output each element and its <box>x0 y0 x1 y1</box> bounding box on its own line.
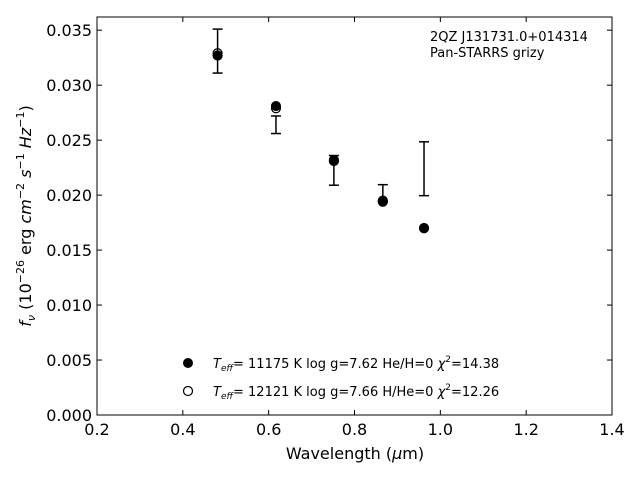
x-tick-label: 0.4 <box>170 420 195 439</box>
x-tick-label: 0.2 <box>84 420 109 439</box>
object-name-annotation: 2QZ J131731.0+014314 <box>430 30 588 45</box>
y-tick-label: 0.005 <box>46 351 92 370</box>
x-tick-label: 0.6 <box>256 420 281 439</box>
data-point-filled <box>212 50 223 61</box>
y-tick-label: 0.020 <box>46 186 92 205</box>
x-tick-label: 0.8 <box>342 420 367 439</box>
survey-annotation: Pan-STARRS grizy <box>430 46 545 61</box>
data-point-filled <box>418 222 430 234</box>
y-tick-label: 0.000 <box>46 406 92 425</box>
legend-marker-filled <box>183 358 193 368</box>
plot-frame <box>96 16 613 416</box>
x-tick-label: 1.4 <box>599 420 624 439</box>
legend-entry-2: Teff= 12121 K log g=7.66 H/He=0 χ2=12.26 <box>213 383 499 402</box>
x-axis-ticks: 0.2 0.4 0.6 0.8 1.0 1.2 1.4 <box>84 17 625 439</box>
legend-entry-1: Teff= 11175 K log g=7.62 He/H=0 χ2=14.38 <box>213 355 499 374</box>
observed-errorbars <box>212 28 430 202</box>
x-axis-label: Wavelength (μm) <box>286 444 424 463</box>
y-tick-label: 0.015 <box>46 241 92 260</box>
model-series <box>212 48 430 234</box>
plot-axes <box>96 16 613 416</box>
y-axis-label: fν (10−26 erg cm−2 s−1 Hz−1) <box>14 105 38 326</box>
x-tick-label: 1.2 <box>513 420 538 439</box>
y-tick-label: 0.025 <box>46 131 92 150</box>
y-tick-label: 0.010 <box>46 296 92 315</box>
data-point-filled <box>270 100 282 112</box>
y-tick-label: 0.035 <box>46 21 92 40</box>
x-tick-label: 1.0 <box>428 420 453 439</box>
legend-marker-open <box>182 385 194 397</box>
data-point-filled <box>377 196 388 207</box>
legend: Teff= 11175 K log g=7.62 He/H=0 χ2=14.38… <box>182 355 499 402</box>
y-tick-label: 0.030 <box>46 76 92 95</box>
y-axis-ticks: 0.000 0.005 0.010 0.015 0.020 0.025 0.030 0.035 <box>46 21 612 425</box>
data-point-filled <box>328 154 339 166</box>
